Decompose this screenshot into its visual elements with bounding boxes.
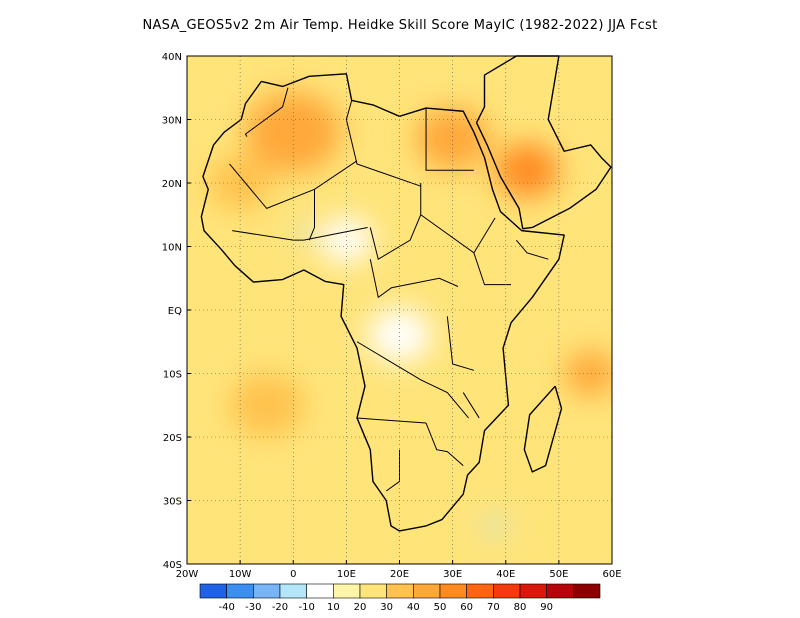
border-8 bbox=[420, 214, 512, 286]
tick-label-lon: 60E bbox=[602, 569, 621, 580]
tick-label-lat: 20S bbox=[163, 433, 182, 444]
colorbar-label: 70 bbox=[487, 602, 500, 613]
tick-label-lon: 10W bbox=[229, 569, 252, 580]
colorbar-swatch bbox=[573, 583, 601, 599]
colorbar-label: 10 bbox=[327, 602, 340, 613]
border-6 bbox=[232, 226, 368, 241]
tick-label-lon: 50E bbox=[549, 569, 568, 580]
tick-label-lon: 30E bbox=[443, 569, 462, 580]
coastlines bbox=[200, 55, 612, 532]
region-indian-ocean-east bbox=[564, 350, 612, 397]
region-atlantic-south bbox=[229, 373, 304, 437]
region-mauritania bbox=[208, 155, 272, 211]
colorbar-label: 50 bbox=[434, 602, 447, 613]
colorbar-swatch bbox=[466, 583, 494, 599]
colorbar-swatch bbox=[519, 583, 547, 599]
coast-arabia bbox=[475, 55, 612, 230]
tick-label-lon: 10E bbox=[337, 569, 356, 580]
colorbar-swatch bbox=[439, 583, 467, 599]
colorbar-swatch bbox=[413, 583, 441, 599]
tick-label-lat: 10N bbox=[162, 243, 182, 254]
colorbar-swatch bbox=[306, 583, 334, 599]
tick-label-lat: 30N bbox=[162, 116, 182, 127]
border-4 bbox=[369, 183, 422, 260]
colorbar-swatch bbox=[253, 583, 281, 599]
axis-ticks: 20W 10W 0 10E 20E 30E 40E 50E 60E 40N 30N 20N 10N EQ 1… bbox=[162, 52, 622, 580]
colorbar-label: 60 bbox=[460, 602, 473, 613]
border-10 bbox=[446, 316, 475, 371]
tick-label-lon: 20W bbox=[176, 569, 199, 580]
region-arabia-hot bbox=[495, 143, 559, 198]
colorbar-swatch bbox=[359, 583, 387, 599]
colorbar-swatch bbox=[199, 583, 227, 599]
colorbar-label: 40 bbox=[407, 602, 420, 613]
tick-label-lon: 20E bbox=[390, 569, 409, 580]
colorbar-swatch bbox=[226, 583, 254, 599]
border-9 bbox=[473, 217, 496, 254]
border-14 bbox=[425, 422, 464, 466]
tick-label-lat: EQ bbox=[168, 306, 182, 317]
colorbar-swatch bbox=[386, 583, 414, 599]
border-2 bbox=[244, 87, 289, 137]
map-title: NASA_GEOS5v2 2m Air Temp. Heidke Skill S… bbox=[142, 18, 658, 33]
tick-label-lat: 40S bbox=[163, 560, 182, 571]
border-12 bbox=[356, 417, 427, 424]
region-congo-white bbox=[367, 308, 432, 363]
tick-label-lat: 10S bbox=[163, 370, 182, 381]
tick-label-lon: 40E bbox=[496, 569, 515, 580]
region-sahel-blue bbox=[295, 227, 312, 241]
tick-label-lat: 20N bbox=[162, 179, 182, 190]
colorbar-swatch bbox=[493, 583, 521, 599]
border-5 bbox=[308, 189, 315, 241]
colorbar-label: -40 bbox=[218, 602, 234, 613]
colorbar-label: -20 bbox=[272, 602, 288, 613]
border-16 bbox=[462, 392, 480, 419]
gridlines bbox=[187, 56, 612, 564]
border-0 bbox=[425, 108, 474, 171]
colorbar-label: -10 bbox=[298, 602, 314, 613]
border-7 bbox=[369, 259, 459, 299]
tick-label-lon: 0 bbox=[290, 569, 296, 580]
coast-africa bbox=[200, 73, 565, 532]
colorbar-swatch bbox=[279, 583, 307, 599]
border-1 bbox=[345, 100, 421, 187]
colorbar-swatch bbox=[333, 583, 361, 599]
region-egypt-sudan bbox=[415, 106, 490, 171]
colorbar-label: 80 bbox=[514, 602, 527, 613]
colorbar-swatch bbox=[546, 583, 574, 599]
country-borders bbox=[229, 87, 549, 492]
tick-label-lat: 30S bbox=[163, 497, 182, 508]
border-11 bbox=[356, 341, 469, 419]
colorbar-label: 90 bbox=[540, 602, 553, 613]
region-mozambique-channel-blue bbox=[485, 517, 505, 535]
colorbar: -40 -30 -20 -10 10 20 30 40 50 60 70 80 90 bbox=[199, 583, 601, 613]
border-15 bbox=[515, 239, 549, 260]
colorbar-label: 20 bbox=[354, 602, 367, 613]
border-3 bbox=[229, 160, 358, 209]
tick-label-lat: 40N bbox=[162, 52, 182, 63]
coast-madagascar bbox=[523, 385, 563, 473]
colorbar-label: -30 bbox=[245, 602, 261, 613]
colorbar-label: 30 bbox=[380, 602, 393, 613]
